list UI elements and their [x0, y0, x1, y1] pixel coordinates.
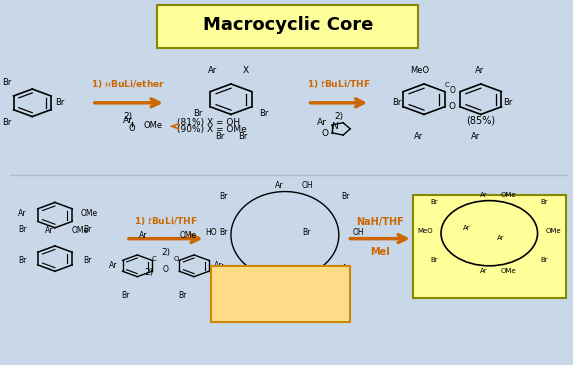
Text: (90%) X = OMe: (90%) X = OMe [177, 126, 247, 134]
Text: Br: Br [540, 199, 548, 205]
Text: 2): 2) [334, 112, 343, 121]
Text: 2): 2) [161, 249, 170, 257]
Text: Ar: Ar [123, 116, 132, 126]
Text: Br: Br [18, 256, 26, 265]
Text: 1) $\it{t}$BuLi/THF: 1) $\it{t}$BuLi/THF [307, 78, 371, 90]
Text: Macrocyclic Core: Macrocyclic Core [202, 16, 373, 34]
Text: O: O [128, 124, 135, 133]
FancyBboxPatch shape [157, 5, 418, 49]
Text: Ar: Ar [18, 209, 26, 218]
Text: OMe: OMe [72, 226, 89, 235]
Text: OH: OH [302, 181, 313, 190]
Text: Ar: Ar [109, 261, 117, 270]
Text: HO: HO [205, 228, 217, 237]
Text: Br: Br [430, 257, 438, 263]
Text: Br: Br [83, 225, 92, 234]
Text: MeO: MeO [417, 228, 433, 234]
Text: O: O [163, 265, 168, 274]
Text: N: N [332, 122, 338, 131]
Text: X: X [242, 66, 249, 75]
Text: Br: Br [193, 109, 203, 118]
Text: (38%) from isomer 5: (38%) from isomer 5 [442, 281, 536, 290]
Text: Ar: Ar [275, 279, 284, 288]
Text: Br: Br [302, 228, 311, 237]
Text: Ar: Ar [475, 66, 484, 75]
Text: C: C [152, 255, 156, 262]
Text: O: O [449, 86, 456, 95]
Text: Br: Br [179, 291, 187, 300]
Text: OMe: OMe [501, 192, 516, 198]
Text: Ar: Ar [275, 181, 284, 190]
Text: O: O [173, 256, 179, 262]
Text: OH: OH [353, 228, 364, 237]
Text: OMe: OMe [80, 209, 97, 218]
Text: Br: Br [219, 228, 228, 237]
Text: Br: Br [430, 199, 438, 205]
Text: Br: Br [540, 257, 548, 263]
Text: Br: Br [260, 109, 269, 118]
Text: Ar: Ar [414, 132, 423, 141]
Text: MeO: MeO [410, 66, 430, 75]
Text: 2): 2) [144, 268, 153, 277]
Text: Br: Br [238, 132, 247, 141]
Text: 2): 2) [123, 112, 132, 121]
Text: Br: Br [121, 291, 130, 300]
Text: Br: Br [55, 98, 64, 107]
Text: Br: Br [392, 98, 401, 107]
Text: isomer 2/3: (18%): isomer 2/3: (18%) [222, 281, 304, 290]
Text: OMe: OMe [180, 231, 197, 241]
Text: C: C [444, 82, 449, 88]
Text: Ar: Ar [463, 224, 470, 231]
Text: 1) $\itн$BuLi/ether: 1) $\itн$BuLi/ether [91, 78, 164, 90]
Text: O: O [321, 129, 328, 138]
Text: OH: OH [302, 279, 313, 288]
Text: Ar: Ar [219, 264, 228, 273]
Text: OMe: OMe [546, 228, 562, 234]
Text: OMe: OMe [501, 268, 516, 274]
Text: Br: Br [2, 78, 11, 87]
Text: Ar: Ar [45, 226, 53, 235]
Text: O: O [449, 102, 456, 111]
Text: Br: Br [18, 225, 26, 234]
Text: Br: Br [504, 98, 513, 107]
Text: Ar: Ar [342, 264, 350, 273]
Text: Br: Br [215, 132, 224, 141]
Text: (81%) X = OH: (81%) X = OH [177, 118, 240, 127]
Text: OMe: OMe [143, 121, 163, 130]
FancyBboxPatch shape [413, 195, 566, 299]
Text: Br: Br [2, 118, 11, 127]
Text: Ar: Ar [207, 66, 217, 75]
Text: Ar: Ar [480, 192, 488, 198]
Text: isomer 5: (4%): isomer 5: (4%) [222, 303, 289, 312]
Text: Br: Br [342, 192, 350, 201]
Text: Ar: Ar [480, 268, 488, 274]
FancyBboxPatch shape [211, 266, 350, 322]
Text: Ar: Ar [214, 261, 222, 270]
Text: Ar: Ar [317, 118, 327, 127]
Text: Ar: Ar [470, 132, 480, 141]
Text: Isomer 1: (14%): Isomer 1: (14%) [222, 270, 295, 279]
Text: 1) $\it{t}$BuLi/THF: 1) $\it{t}$BuLi/THF [134, 215, 198, 227]
Text: isomer 4: (10%): isomer 4: (10%) [222, 292, 295, 301]
Text: Br: Br [219, 192, 228, 201]
Text: Br: Br [83, 256, 92, 265]
Text: Ar: Ar [139, 231, 147, 241]
Text: MeI: MeI [370, 247, 390, 257]
Text: (85%): (85%) [466, 116, 495, 126]
Text: Ar: Ar [497, 235, 504, 242]
Text: NaH/THF: NaH/THF [356, 217, 403, 227]
